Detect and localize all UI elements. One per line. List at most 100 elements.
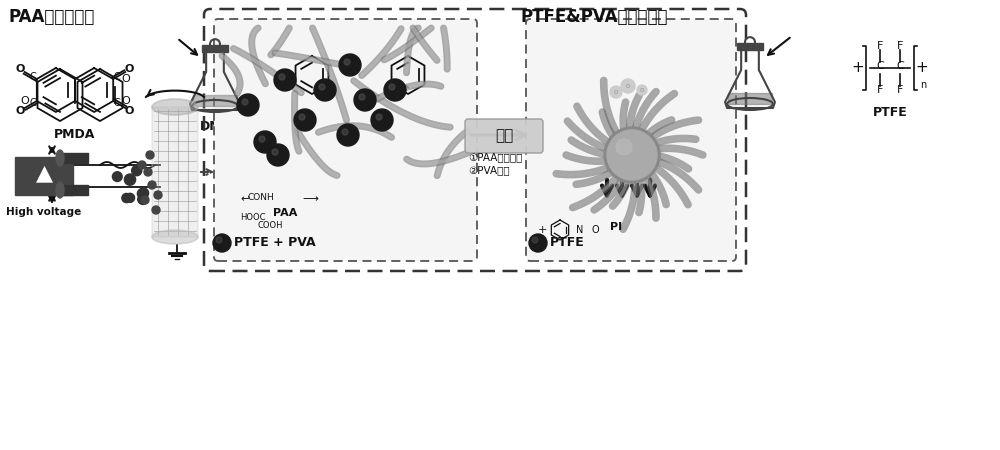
Text: PMDA: PMDA	[54, 128, 96, 141]
Text: 焙烧: 焙烧	[495, 129, 513, 144]
Bar	[193, 95, 237, 106]
FancyBboxPatch shape	[465, 119, 543, 153]
Bar	[15, 157, 73, 195]
Text: O: O	[355, 68, 365, 81]
Circle shape	[314, 79, 336, 101]
Text: ①PAA热亚胺化: ①PAA热亚胺化	[468, 152, 522, 162]
Text: HOOC: HOOC	[240, 212, 266, 221]
Text: +: +	[916, 60, 928, 76]
Circle shape	[610, 86, 622, 98]
Text: C: C	[896, 61, 904, 71]
Text: O: O	[20, 96, 29, 106]
Circle shape	[216, 237, 222, 243]
Text: O: O	[591, 225, 599, 235]
Circle shape	[144, 168, 152, 176]
Text: N: N	[576, 225, 584, 235]
Circle shape	[529, 234, 547, 252]
Ellipse shape	[56, 182, 64, 198]
Text: C: C	[876, 61, 884, 71]
FancyBboxPatch shape	[526, 19, 736, 261]
Text: CONH: CONH	[248, 194, 275, 202]
Circle shape	[621, 79, 635, 93]
Text: PTFE: PTFE	[550, 237, 585, 249]
Text: PAA: PAA	[273, 208, 297, 218]
Circle shape	[254, 131, 276, 153]
Circle shape	[125, 194, 135, 202]
Text: F: F	[877, 85, 883, 95]
Text: High voltage: High voltage	[6, 207, 82, 217]
Text: PTFE&PVA静电喷雾液: PTFE&PVA静电喷雾液	[520, 8, 668, 26]
Circle shape	[259, 136, 265, 142]
Text: COOH: COOH	[258, 220, 284, 230]
Text: O: O	[121, 96, 130, 106]
Ellipse shape	[152, 99, 198, 115]
Bar	[728, 93, 772, 104]
Text: C: C	[30, 72, 37, 82]
Text: C: C	[113, 98, 120, 108]
Circle shape	[242, 99, 248, 105]
Text: PTFE + PVA: PTFE + PVA	[234, 237, 316, 249]
Text: H$_2$: H$_2$	[581, 69, 593, 83]
Text: O: O	[125, 105, 134, 116]
Circle shape	[267, 144, 289, 166]
Circle shape	[272, 149, 278, 155]
Circle shape	[319, 84, 325, 90]
Circle shape	[138, 194, 148, 204]
Text: C: C	[583, 69, 591, 79]
Text: PVA: PVA	[586, 102, 614, 115]
Circle shape	[354, 89, 376, 111]
Circle shape	[152, 206, 160, 214]
Text: +: +	[626, 60, 638, 76]
Text: O: O	[121, 74, 130, 84]
Circle shape	[154, 191, 162, 199]
Ellipse shape	[152, 230, 198, 244]
Text: H$_2$N: H$_2$N	[265, 68, 289, 82]
FancyBboxPatch shape	[214, 19, 477, 261]
Circle shape	[112, 172, 122, 181]
Circle shape	[299, 114, 305, 120]
Text: +: +	[538, 225, 551, 235]
Circle shape	[339, 54, 361, 76]
Text: O: O	[16, 105, 25, 116]
Circle shape	[371, 109, 393, 131]
Text: H: H	[605, 44, 613, 54]
Text: PTFE: PTFE	[873, 106, 907, 119]
Circle shape	[344, 59, 350, 65]
Circle shape	[376, 114, 382, 120]
Circle shape	[279, 74, 285, 80]
Circle shape	[384, 79, 406, 101]
Circle shape	[141, 196, 149, 204]
Text: o: o	[640, 87, 644, 93]
Text: C: C	[30, 98, 37, 108]
Text: o: o	[626, 83, 630, 89]
Text: PAA静电纺丝液: PAA静电纺丝液	[8, 8, 94, 26]
Circle shape	[604, 127, 660, 183]
Text: n: n	[920, 80, 926, 90]
Circle shape	[132, 166, 142, 176]
Text: F: F	[877, 41, 883, 51]
Text: ▲: ▲	[35, 163, 53, 183]
Circle shape	[294, 109, 316, 131]
Bar	[60, 153, 88, 163]
Circle shape	[124, 174, 136, 185]
Circle shape	[122, 194, 131, 202]
Circle shape	[237, 94, 259, 116]
Text: O: O	[125, 64, 134, 75]
Text: +: +	[852, 60, 864, 76]
Circle shape	[359, 94, 365, 100]
Text: H$_2$O: H$_2$O	[702, 105, 730, 121]
Circle shape	[607, 130, 657, 180]
Text: $\longrightarrow$: $\longrightarrow$	[300, 193, 320, 203]
Bar	[60, 185, 88, 195]
Text: C: C	[605, 59, 613, 69]
Text: PI: PI	[610, 222, 622, 232]
Text: NH$_2$: NH$_2$	[431, 68, 455, 82]
Circle shape	[637, 85, 647, 95]
Circle shape	[138, 188, 149, 198]
Text: ODA: ODA	[353, 110, 383, 123]
Text: F: F	[897, 41, 903, 51]
Text: OH: OH	[599, 30, 617, 40]
Text: $\mathregular{\hookleftarrow}$: $\mathregular{\hookleftarrow}$	[238, 193, 251, 203]
Text: n: n	[630, 78, 636, 88]
Bar	[202, 45, 228, 52]
